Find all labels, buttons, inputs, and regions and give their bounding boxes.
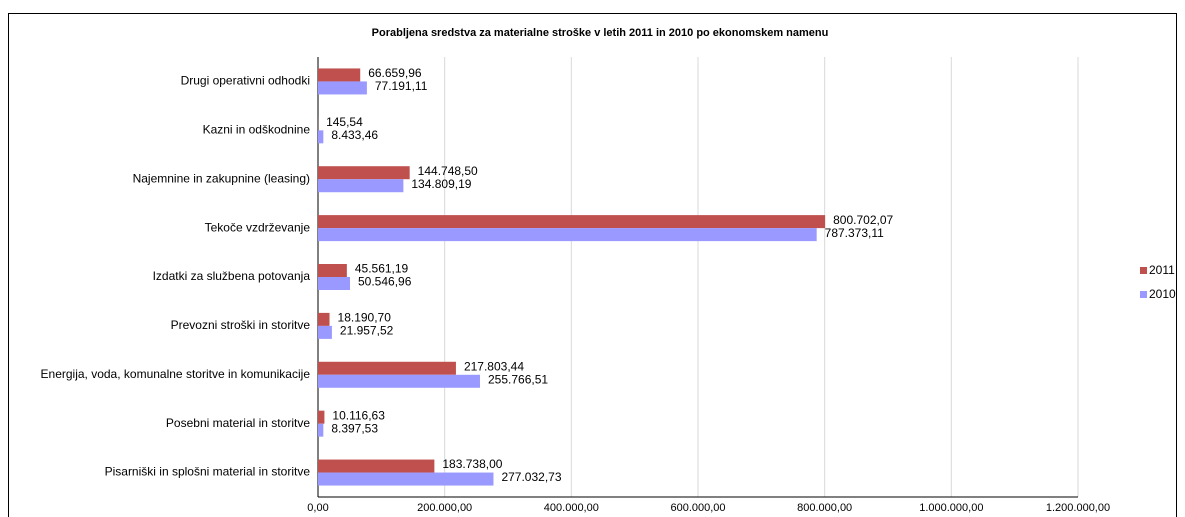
y-tick-label: Pisarniški in splošni material in storit… xyxy=(105,465,311,479)
value-label: 21.957,52 xyxy=(340,324,394,338)
x-tick-label: 1.200.000,00 xyxy=(1046,502,1110,514)
chart-title: Porabljena sredstva za materialne strošk… xyxy=(372,27,829,39)
legend-swatch xyxy=(1140,267,1147,274)
x-tick-label: 200.000,00 xyxy=(417,502,472,514)
bar xyxy=(318,472,494,486)
value-label: 255.766,51 xyxy=(488,372,548,386)
bar xyxy=(318,179,404,193)
legend-swatch xyxy=(1140,291,1147,298)
bar xyxy=(318,374,480,388)
bar xyxy=(318,361,456,375)
value-label: 8.433,46 xyxy=(331,128,378,142)
bar xyxy=(318,215,826,229)
bar xyxy=(318,264,347,277)
legend-label: 2011 xyxy=(1149,263,1175,277)
value-label: 277.032,73 xyxy=(501,470,561,484)
bar xyxy=(318,228,817,242)
x-tick-label: 0,00 xyxy=(307,502,328,514)
value-label: 787.373,11 xyxy=(825,226,884,240)
y-tick-label: Najemnine in zakupnine (leasing) xyxy=(133,171,310,185)
value-label: 8.397,53 xyxy=(331,421,378,435)
x-tick-label: 400.000,00 xyxy=(544,502,599,514)
value-label: 134.809,19 xyxy=(411,177,471,191)
bar xyxy=(318,130,324,144)
y-tick-label: Posebni material in storitve xyxy=(166,416,310,430)
value-label: 50.546,96 xyxy=(358,275,412,289)
bar xyxy=(318,68,361,82)
y-tick-label: Izdatki za službena potovanja xyxy=(153,269,311,283)
value-label: 66.659,96 xyxy=(368,66,422,80)
value-label: 183.738,00 xyxy=(442,457,502,471)
value-label: 18.190,70 xyxy=(338,311,392,325)
value-label: 10.116,63 xyxy=(332,408,385,422)
bar xyxy=(318,81,367,95)
bar xyxy=(318,325,332,339)
x-tick-label: 800.000,00 xyxy=(797,502,852,514)
x-tick-label: 1.000.000,00 xyxy=(919,502,983,514)
x-tick-label: 600.000,00 xyxy=(670,502,725,514)
value-label: 145,54 xyxy=(326,115,363,129)
value-label: 217.803,44 xyxy=(464,359,524,373)
y-tick-label: Energija, voda, komunalne storitve in ko… xyxy=(41,367,311,381)
value-label: 45.561,19 xyxy=(355,262,409,276)
value-label: 800.702,07 xyxy=(833,213,893,227)
y-tick-label: Drugi operativni odhodki xyxy=(181,74,310,88)
bar xyxy=(318,410,325,424)
y-tick-label: Kazni in odškodnine xyxy=(203,123,311,137)
value-label: 144.748,50 xyxy=(418,164,478,178)
y-tick-label: Prevozni stroški in storitve xyxy=(171,318,311,332)
bar xyxy=(318,277,351,290)
value-label: 77.191,11 xyxy=(375,79,428,93)
bar xyxy=(318,459,435,473)
bar xyxy=(318,423,324,437)
y-tick-label: Tekoče vzdrževanje xyxy=(205,220,311,234)
bar xyxy=(318,166,410,180)
legend-label: 2010 xyxy=(1149,287,1176,301)
bar xyxy=(318,312,330,326)
chart-frame xyxy=(8,13,1177,517)
